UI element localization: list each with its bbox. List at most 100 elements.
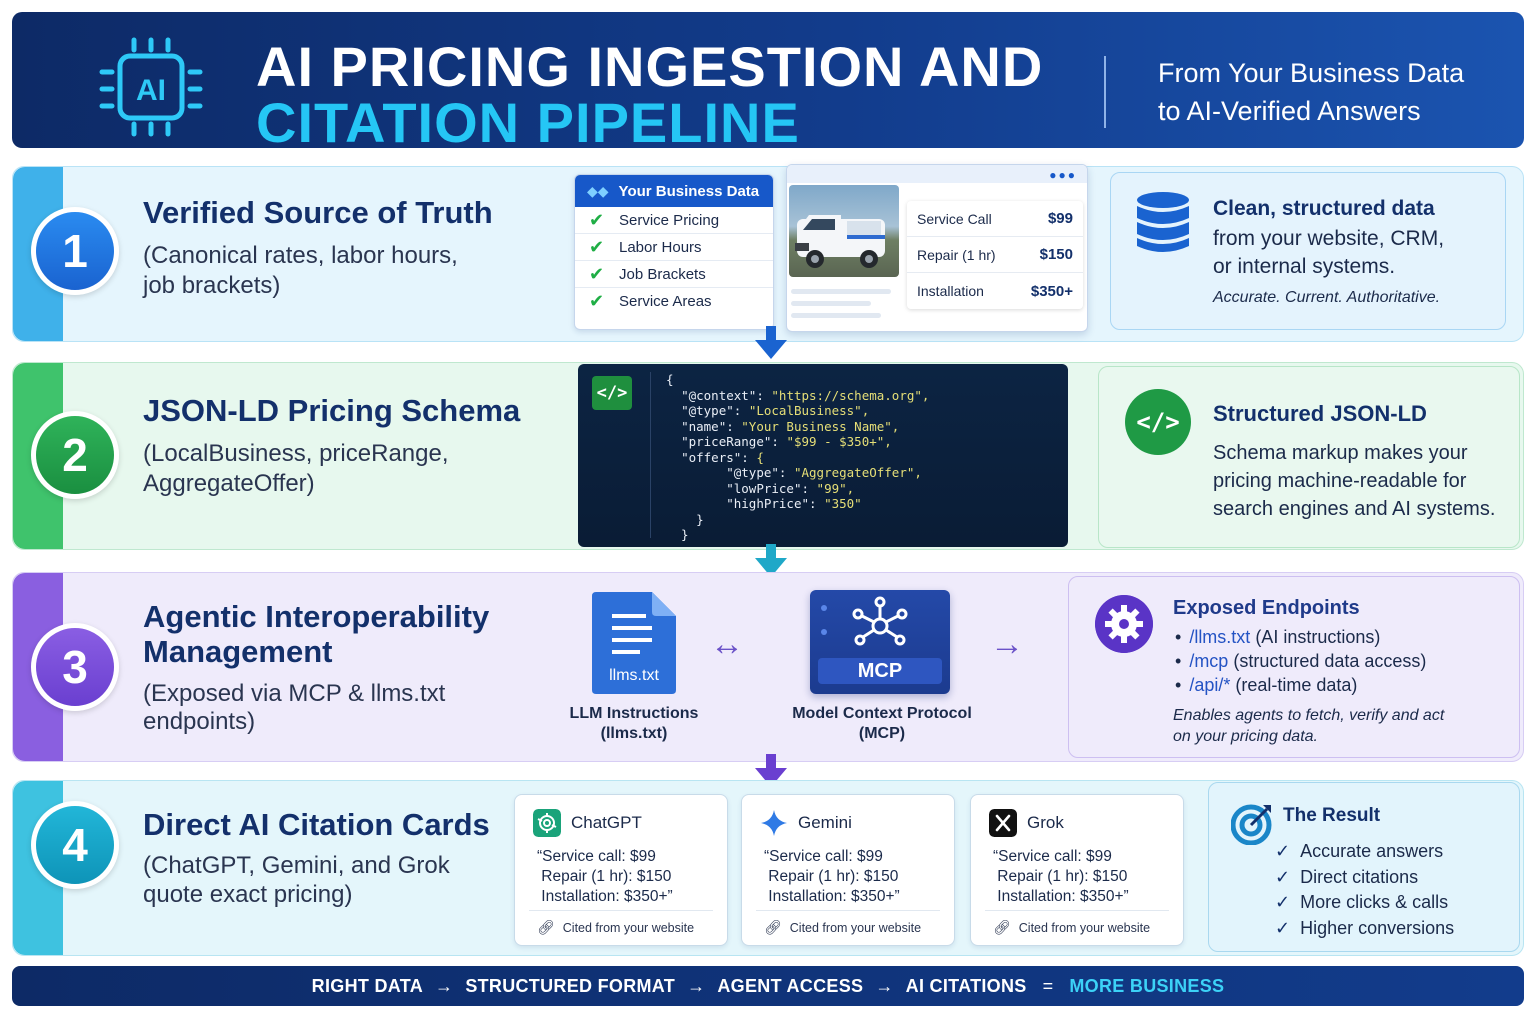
footer-banner: RIGHT DATA → STRUCTURED FORMAT → AGENT A… [12, 966, 1524, 1006]
result-item: ✓ Accurate answers [1275, 841, 1444, 861]
svg-text:AI: AI [136, 74, 166, 107]
header-divider [1104, 56, 1106, 128]
step-2-desc-line1: (LocalBusiness, priceRange, [143, 440, 449, 467]
card-divider [756, 910, 940, 911]
step-1-number: 1 [31, 207, 119, 295]
price-row: Repair (1 hr) $150 [907, 237, 1083, 273]
down-arrow-icon [755, 544, 787, 577]
business-data-item: ✔ Service Pricing [575, 207, 773, 234]
network-hub-icon [821, 596, 908, 646]
info-tagline: Accurate. Current. Authoritative. [1213, 289, 1441, 306]
step-4-desc-line1: (ChatGPT, Gemini, and Grok [143, 852, 450, 879]
footer-arrow-icon: → [875, 975, 894, 996]
subtitle-line1: From Your Business Data [1158, 58, 1465, 88]
llms-label: LLM Instructions (llms.txt) [569, 705, 699, 742]
footer-result: MORE BUSINESS [1069, 975, 1225, 996]
checkmark-icon: ✓ [1275, 866, 1291, 887]
step-2-title: JSON-LD Pricing Schema [143, 393, 521, 428]
checkmark-icon: ✓ [1275, 917, 1291, 938]
info-note: Enables agents to fetch, verify and act … [1173, 707, 1445, 745]
page-title-line1: AI PRICING INGESTION AND [256, 35, 1044, 98]
business-data-header: ◆◆ Your Business Data [575, 175, 773, 207]
price-label: Service Call [917, 210, 992, 227]
checkmark-icon: ✔ [589, 263, 605, 284]
endpoint-item: •/llms.txt (AI instructions) [1175, 627, 1381, 647]
info-desc: Schema markup makes your pricing machine… [1213, 442, 1496, 520]
price-card: Service Call $99 Repair (1 hr) $150 Instal… [907, 201, 1083, 309]
footer-step: AGENT ACCESS [717, 975, 864, 996]
info-panel-json-ld: </> Structured JSON-LD Schema markup mak… [1098, 366, 1520, 548]
result-list: ✓ Accurate answers ✓ Direct citations ✓ Mor… [1275, 839, 1454, 941]
subtitle-line2: to AI-Verified Answers [1158, 96, 1421, 126]
service-van-image [789, 185, 899, 277]
step-3-desc-line2: endpoints) [143, 708, 256, 735]
footer-arrow-icon: → [435, 975, 454, 996]
checkmark-icon: ✓ [1275, 841, 1291, 861]
step-2-desc-line2: AggregateOffer) [143, 470, 315, 497]
bidirectional-arrow-icon: ↔ [710, 625, 744, 663]
price-value: $99 [1047, 210, 1073, 227]
mcp-server-icon: MCP [810, 590, 950, 694]
card-divider [985, 910, 1169, 911]
step-1-title: Verified Source of Truth [143, 195, 493, 230]
diamond-icon: ◆◆ [587, 182, 609, 199]
card-title: ChatGPT [571, 813, 642, 832]
card-citation: 🔗︎ Cited from your website [993, 919, 1151, 935]
step-1-desc-line1: (Canonical rates, labor hours, [143, 242, 458, 269]
step-3-desc-line1: (Exposed via MCP & llms.txt [143, 680, 446, 707]
info-panel-endpoints: Exposed Endpoints •/llms.txt (AI instruc… [1068, 576, 1520, 758]
placeholder-line [791, 301, 871, 306]
endpoint-item: •/api/* (real-time data) [1175, 675, 1358, 695]
ai-chip-icon: AI [99, 37, 203, 137]
card-quote: “Service call: $99 Repair (1 hr): $150 I… [993, 848, 1129, 905]
mcp-pill: MCP [818, 658, 942, 684]
checkmark-icon: ✔ [589, 209, 605, 230]
code-gutter [650, 372, 651, 538]
code-text: { "@context": "https://schema.org", "@ty… [666, 372, 930, 542]
footer-equals: = [1042, 975, 1054, 996]
price-value: $350+ [1030, 282, 1073, 300]
mcp-label: Model Context Protocol (MCP) [792, 705, 972, 742]
business-data-panel: ◆◆ Your Business Data ✔ Service Pricing ✔ L… [574, 174, 774, 330]
footer-step: STRUCTURED FORMAT [465, 975, 676, 996]
card-citation: 🔗︎ Cited from your website [764, 919, 922, 935]
window-titlebar: ●●● [787, 165, 1087, 183]
link-icon: 🔗︎ [764, 919, 782, 935]
price-value: $150 [1039, 246, 1073, 263]
gear-icon [1095, 595, 1153, 653]
header-banner: AI AI PRICING INGESTION AND CITATION PIP… [12, 12, 1524, 154]
step-4-title: Direct AI Citation Cards [143, 807, 490, 842]
down-arrow-icon [755, 326, 787, 359]
database-icon [1137, 192, 1189, 252]
svg-text:llms.txt: llms.txt [609, 667, 659, 684]
code-icon: </> [1125, 389, 1191, 455]
grok-logo-icon [989, 809, 1017, 837]
link-icon: 🔗︎ [993, 919, 1011, 935]
step-4-desc-line2: quote exact pricing) [143, 881, 353, 908]
result-item: ✓ Direct citations [1275, 866, 1419, 887]
website-window: ●●● Service Call $99 Repair (1 hr) $150 In… [786, 164, 1088, 332]
checkmark-icon: ✓ [1275, 892, 1291, 912]
citation-card-gemini: Gemini “Service call: $99 Repair (1 hr):… [741, 794, 955, 946]
price-row: Service Call $99 [907, 201, 1083, 237]
price-label: Installation [917, 283, 984, 299]
page-subtitle: From Your Business Data to AI-Verified A… [1158, 54, 1518, 130]
llms-file-icon: llms.txt [592, 592, 676, 694]
step-3-title-line1: Agentic Interoperability [143, 599, 490, 634]
info-title: Structured JSON-LD [1213, 401, 1427, 426]
placeholder-line [791, 313, 881, 318]
info-desc: from your website, CRM, or internal syst… [1213, 227, 1445, 278]
info-title: Exposed Endpoints [1173, 597, 1360, 619]
result-title: The Result [1283, 805, 1381, 826]
step-1-desc-line2: job brackets) [143, 272, 281, 299]
result-panel: The Result ✓ Accurate answers ✓ Direct cit… [1208, 782, 1520, 952]
info-title: Clean, structured data [1213, 197, 1435, 220]
placeholder-line [791, 289, 891, 294]
step-4-number: 4 [31, 801, 119, 889]
price-label: Repair (1 hr) [917, 246, 996, 263]
target-icon [1231, 804, 1272, 845]
down-arrow-icon [755, 754, 787, 787]
price-row: Installation $350+ [907, 273, 1083, 309]
chatgpt-logo-icon [533, 809, 561, 837]
card-title: Gemini [798, 813, 852, 832]
